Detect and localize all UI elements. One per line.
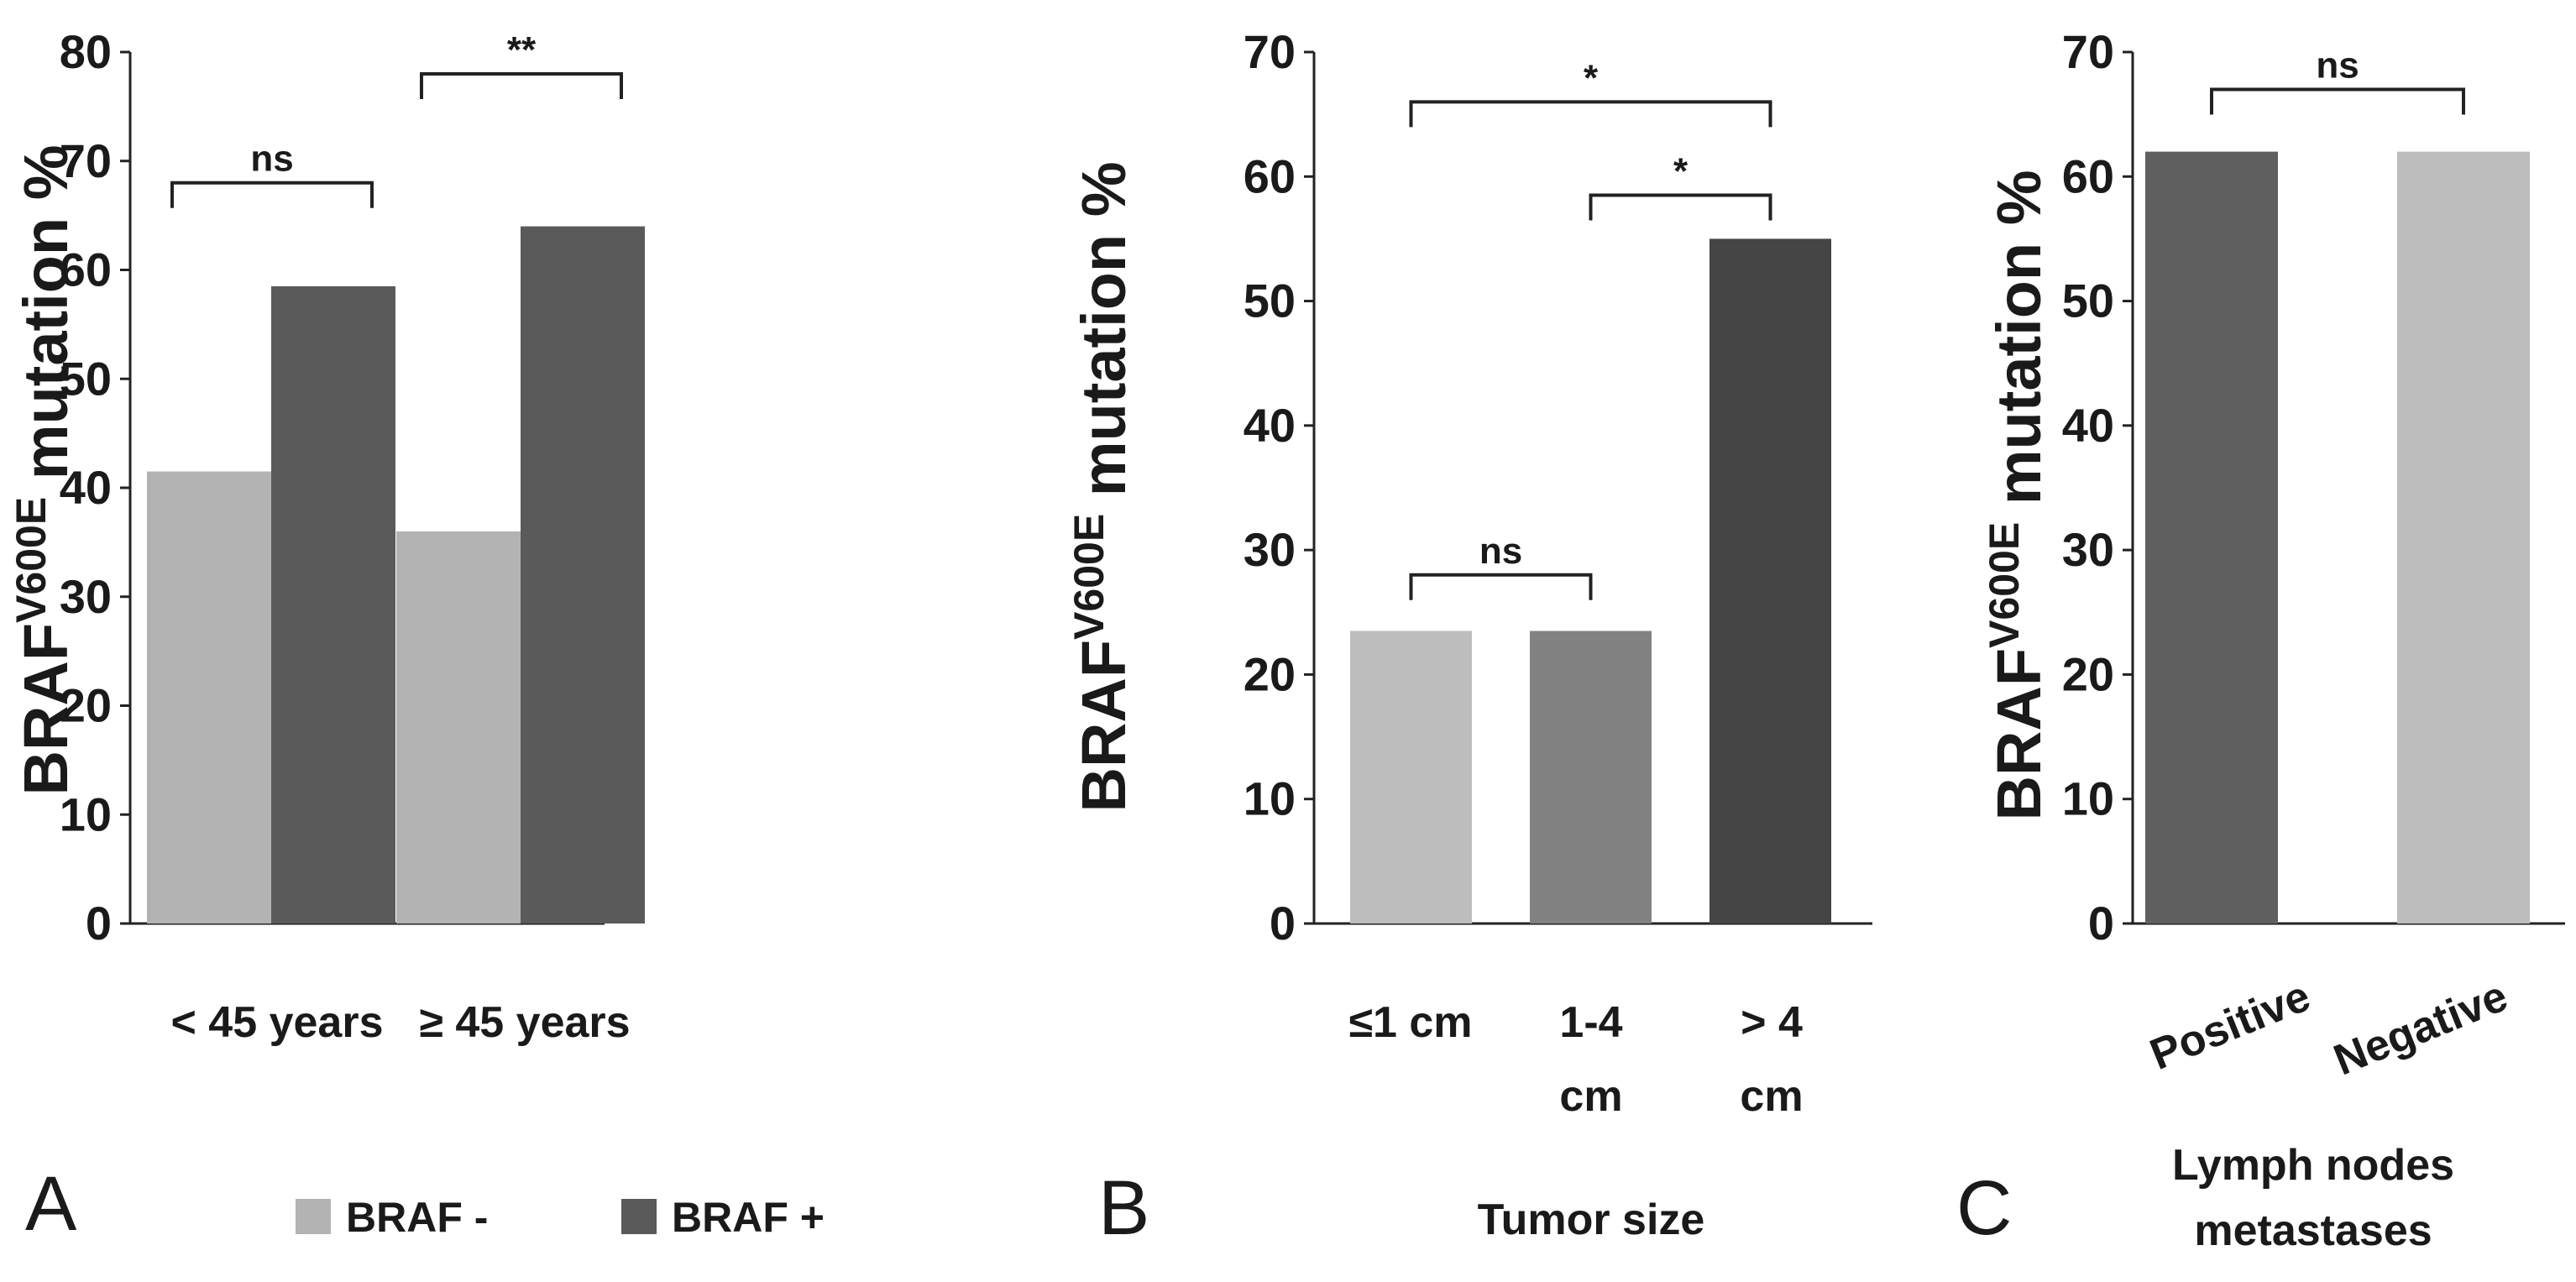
panel-b-significance-label: *	[1673, 151, 1689, 192]
panel-a-legend-label: BRAF -	[346, 1194, 488, 1241]
panel-b-bar	[1350, 631, 1472, 924]
panel-b-significance-label: ns	[1479, 531, 1522, 572]
panel-b-y-axis-title: BRAFV600E mutation %	[1065, 162, 1139, 813]
panel-b-y-tick-label: 30	[1243, 523, 1296, 576]
panel-b-y-tick-label: 20	[1243, 647, 1296, 700]
panel-c-y-tick-label: 60	[2062, 149, 2114, 202]
panel-a-chart: 0 10 20 30 40 50 60 70 80 BRAFV600E mutation % < 4…	[8, 25, 825, 1241]
panel-c-y-tick-label: 20	[2062, 647, 2114, 700]
panel-b-category-label: cm	[1740, 1072, 1803, 1121]
panel-a-y-tick-label: 80	[60, 25, 112, 78]
panel-a-legend-swatch	[621, 1199, 657, 1234]
panel-a-bar-braf-neg	[147, 471, 271, 924]
panel-a-bar-braf-neg	[396, 531, 521, 924]
panel-b-category-label: ≤1 cm	[1348, 998, 1472, 1047]
panel-b-y-tick-label: 50	[1243, 275, 1296, 327]
panel-c-y-tick-label: 10	[2062, 772, 2114, 825]
panel-b-y-tick-label: 60	[1243, 149, 1296, 202]
panel-c-bar	[2397, 151, 2530, 924]
panel-b-y-tick-label: 70	[1243, 25, 1296, 78]
panel-c-y-tick-label: 50	[2062, 275, 2114, 327]
panel-label-a: A	[25, 1161, 77, 1247]
panel-b-category-label: > 4	[1741, 998, 1803, 1047]
panel-a-y-tick-label: 60	[60, 243, 112, 296]
panel-c-y-axis-title: BRAFV600E mutation %	[1981, 170, 2054, 821]
panel-a-significance-label: ns	[250, 139, 293, 180]
panel-b-chart: 0 10 20 30 40 50 60 70 BRAFV600E mutation % ≤1 cm…	[1065, 25, 1872, 1244]
panel-b-significance-bracket	[1589, 193, 1772, 221]
panel-c-x-axis-title: metastases	[2194, 1206, 2432, 1255]
panel-a-y-tick-label: 0	[86, 897, 112, 950]
panel-a-y-tick-label: 10	[60, 788, 112, 840]
panel-c-chart: 0 10 20 30 40 50 60 70 BRAFV600E mutation % Posit…	[1981, 25, 2565, 1255]
panel-a-category-label: < 45 years	[170, 998, 383, 1047]
panel-a-y-tick-label: 30	[60, 570, 112, 623]
panel-b-significance-bracket	[1409, 100, 1772, 128]
panel-c-y-tick-label: 70	[2062, 25, 2114, 78]
panel-a-significance-bracket	[420, 71, 623, 99]
panel-b-significance-label: *	[1584, 57, 1599, 98]
panel-b-y-tick-label: 0	[1270, 897, 1296, 950]
panel-c-x-axis-title: Lymph nodes	[2172, 1141, 2454, 1190]
panel-c-y-tick-label: 40	[2062, 399, 2114, 452]
panel-a-legend-swatch	[296, 1199, 331, 1234]
panel-a-y-tick-label: 20	[60, 679, 112, 732]
panel-a-y-tick-label: 50	[60, 352, 112, 405]
panel-c-category-label: Positive	[2144, 971, 2317, 1079]
panel-c-significance-bracket	[2210, 87, 2465, 115]
panel-b-y-tick-label: 10	[1243, 772, 1296, 825]
panel-b-bar	[1709, 238, 1831, 924]
panel-a-y-axis-title: BRAFV600E mutation %	[8, 145, 81, 796]
panel-a-significance-bracket	[170, 181, 374, 208]
panel-b-bar	[1530, 631, 1652, 924]
panel-a-bar-braf-pos	[271, 285, 395, 924]
panel-c-bar	[2145, 151, 2278, 924]
panel-a-y-tick-label: 70	[60, 134, 112, 187]
panel-label-c: C	[1956, 1165, 2012, 1251]
panel-c-category-label: Negative	[2327, 971, 2515, 1085]
panel-b-y-tick-label: 40	[1243, 399, 1296, 452]
panel-c-y-tick-label: 30	[2062, 523, 2114, 576]
panel-b-category-label: 1-4	[1559, 998, 1622, 1047]
panel-b-significance-bracket	[1409, 573, 1593, 600]
panel-a-significance-label: **	[507, 29, 537, 71]
panel-c-significance-label: ns	[2316, 44, 2359, 86]
panel-b-category-label: cm	[1559, 1072, 1622, 1121]
panel-c-y-tick-label: 0	[2088, 897, 2114, 950]
panel-a-legend-label: BRAF +	[672, 1194, 825, 1241]
panel-a-category-label: ≥ 45 years	[419, 998, 630, 1047]
panel-a-y-tick-label: 40	[60, 461, 112, 514]
panel-label-b: B	[1098, 1165, 1149, 1251]
panel-b-x-axis-title: Tumor size	[1478, 1196, 1705, 1244]
panel-a-bar-braf-pos	[521, 226, 645, 924]
